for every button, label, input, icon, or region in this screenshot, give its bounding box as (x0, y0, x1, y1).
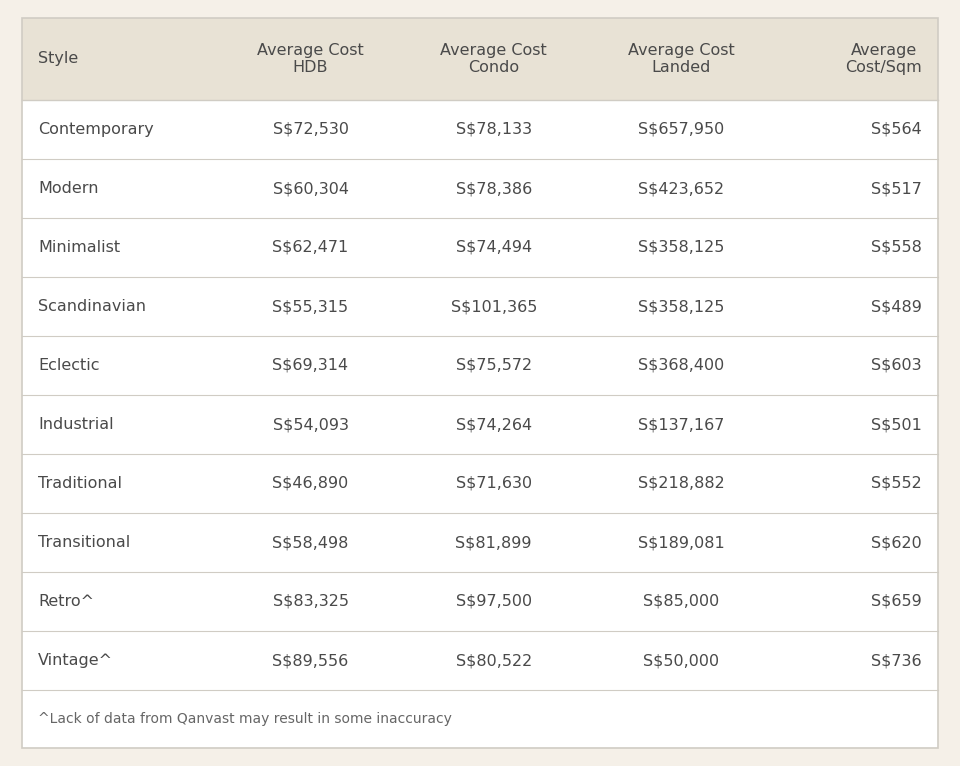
Text: Style: Style (38, 51, 79, 67)
Text: Vintage^: Vintage^ (38, 653, 113, 668)
Text: S$69,314: S$69,314 (273, 358, 348, 373)
Text: S$55,315: S$55,315 (273, 299, 348, 314)
Text: Average Cost
HDB: Average Cost HDB (257, 43, 364, 75)
Text: S$358,125: S$358,125 (638, 299, 725, 314)
Text: S$78,386: S$78,386 (456, 181, 532, 196)
Text: S$71,630: S$71,630 (456, 476, 532, 491)
Text: S$72,530: S$72,530 (273, 122, 348, 137)
Text: S$89,556: S$89,556 (273, 653, 348, 668)
Bar (22, 277, 938, 336)
Text: Average
Cost/Sqm: Average Cost/Sqm (845, 43, 922, 75)
Bar (22, 100, 938, 159)
Bar (22, 454, 938, 513)
Text: S$517: S$517 (871, 181, 922, 196)
Bar (22, 18, 938, 100)
Text: S$558: S$558 (871, 240, 922, 255)
Text: S$80,522: S$80,522 (456, 653, 532, 668)
Text: S$603: S$603 (872, 358, 922, 373)
Text: S$62,471: S$62,471 (273, 240, 348, 255)
Text: S$189,081: S$189,081 (638, 535, 725, 550)
Text: S$368,400: S$368,400 (638, 358, 725, 373)
Text: S$659: S$659 (872, 594, 922, 609)
Text: S$137,167: S$137,167 (638, 417, 725, 432)
Text: S$552: S$552 (872, 476, 922, 491)
Text: Retro^: Retro^ (38, 594, 94, 609)
Text: S$620: S$620 (872, 535, 922, 550)
Text: Transitional: Transitional (38, 535, 131, 550)
Text: S$85,000: S$85,000 (643, 594, 720, 609)
Bar (22, 159, 938, 218)
Text: S$218,882: S$218,882 (638, 476, 725, 491)
Text: S$50,000: S$50,000 (643, 653, 720, 668)
Bar (22, 513, 938, 572)
Text: S$74,494: S$74,494 (456, 240, 532, 255)
Text: S$489: S$489 (871, 299, 922, 314)
Text: Traditional: Traditional (38, 476, 122, 491)
Bar (22, 631, 938, 690)
Text: S$60,304: S$60,304 (273, 181, 348, 196)
Text: Industrial: Industrial (38, 417, 113, 432)
Text: Average Cost
Condo: Average Cost Condo (441, 43, 547, 75)
Text: S$83,325: S$83,325 (273, 594, 348, 609)
Text: S$423,652: S$423,652 (638, 181, 725, 196)
Bar (22, 395, 938, 454)
Text: S$54,093: S$54,093 (273, 417, 348, 432)
Bar (22, 218, 938, 277)
Text: Average Cost
Landed: Average Cost Landed (628, 43, 735, 75)
Text: S$97,500: S$97,500 (456, 594, 532, 609)
Bar (22, 572, 938, 631)
Text: S$358,125: S$358,125 (638, 240, 725, 255)
Bar (22, 690, 938, 748)
Text: S$101,365: S$101,365 (450, 299, 537, 314)
Text: S$81,899: S$81,899 (455, 535, 532, 550)
Text: ^Lack of data from Qanvast may result in some inaccuracy: ^Lack of data from Qanvast may result in… (38, 712, 452, 726)
Text: S$564: S$564 (872, 122, 922, 137)
Text: Modern: Modern (38, 181, 99, 196)
Bar (22, 336, 938, 395)
Text: S$736: S$736 (872, 653, 922, 668)
Text: Eclectic: Eclectic (38, 358, 100, 373)
Text: S$46,890: S$46,890 (273, 476, 348, 491)
Text: S$74,264: S$74,264 (456, 417, 532, 432)
Text: S$78,133: S$78,133 (456, 122, 532, 137)
Text: Minimalist: Minimalist (38, 240, 120, 255)
Text: Contemporary: Contemporary (38, 122, 154, 137)
Text: S$58,498: S$58,498 (273, 535, 348, 550)
Text: S$657,950: S$657,950 (638, 122, 725, 137)
Text: Scandinavian: Scandinavian (38, 299, 146, 314)
Text: S$75,572: S$75,572 (456, 358, 532, 373)
Text: S$501: S$501 (871, 417, 922, 432)
